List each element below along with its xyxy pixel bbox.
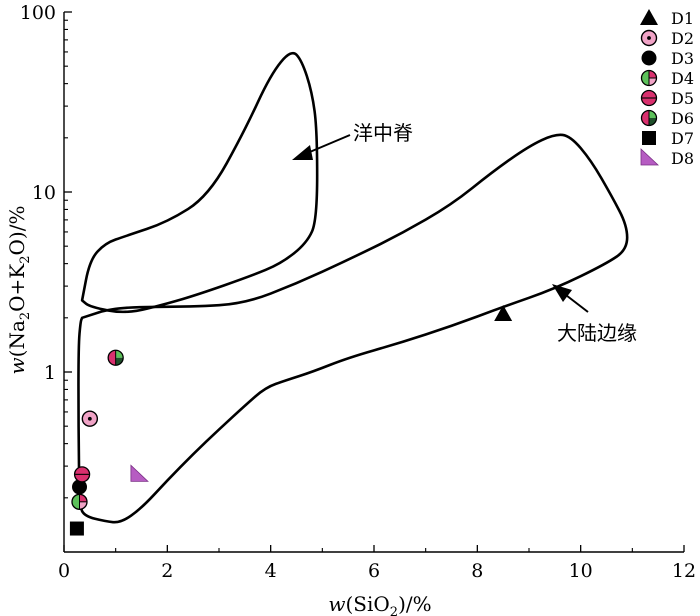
x-tick-label: 2 xyxy=(161,560,173,582)
data-point-d2 xyxy=(81,410,99,427)
region-label-continental-margin: 大陆边缘 xyxy=(557,321,637,345)
y-axis-title-mid: O+K xyxy=(5,263,29,312)
data-point-d5 xyxy=(73,466,91,483)
axes-layer: 0 2 4 6 8 10 12 1 10 100 xyxy=(20,2,696,582)
region-pointer-head-2 xyxy=(552,284,572,302)
axis-titles: w(SiO2)/% w(Na2O+K2O)/% xyxy=(5,206,432,616)
legend-label-d4: D4 xyxy=(671,69,694,88)
legend-label-d3: D3 xyxy=(671,49,694,68)
y-axis-title-italic: w xyxy=(5,357,29,374)
region-pointer-line-1 xyxy=(304,134,351,155)
legend-marker-d5 xyxy=(640,89,658,107)
y-axis-title: w(Na2O+K2O)/% xyxy=(5,206,33,375)
region-pointer-head-1 xyxy=(292,145,313,160)
legend-label-d1: D1 xyxy=(671,9,694,28)
x-axis-title-tail: )/% xyxy=(398,592,432,616)
region-label-mid-ocean-ridge: 洋中脊 xyxy=(353,121,413,145)
x-tick-label: 4 xyxy=(265,560,277,582)
legend-marker-d7 xyxy=(642,131,656,145)
x-tick-label: 6 xyxy=(368,560,380,582)
legend-label-d8: D8 xyxy=(671,149,694,168)
y-tick-label: 10 xyxy=(32,182,56,204)
y-axis-title-sub2: 2 xyxy=(18,255,33,263)
legend-label-d2: D2 xyxy=(671,29,694,48)
legend-marker-d6 xyxy=(640,109,658,127)
legend-marker-d8 xyxy=(640,148,660,166)
x-axis-title-sub: 2 xyxy=(390,605,398,616)
y-axis-title-main: (Na xyxy=(5,320,29,357)
data-point-d3 xyxy=(72,479,87,495)
y-tick-label: 1 xyxy=(44,362,56,384)
x-axis-title-italic: w xyxy=(328,592,345,616)
x-tick-label: 8 xyxy=(471,560,483,582)
data-point-d1 xyxy=(494,305,513,322)
region-boundary-2 xyxy=(77,133,629,524)
points-layer xyxy=(69,305,513,536)
legend-marker-d4 xyxy=(640,69,658,87)
y-axis-title-tail: O)/% xyxy=(5,206,29,256)
x-tick-label: 12 xyxy=(672,560,696,582)
legend-marker-d2 xyxy=(640,29,658,47)
legend-label-d5: D5 xyxy=(671,89,694,108)
x-tick-label: 0 xyxy=(58,560,70,582)
x-tick-label: 10 xyxy=(569,560,593,582)
y-axis-title-sub1: 2 xyxy=(18,312,33,320)
legend-label-d7: D7 xyxy=(671,129,694,148)
data-point-d4 xyxy=(71,493,88,510)
data-point-d8 xyxy=(130,464,149,482)
x-axis-title-main: (SiO xyxy=(346,592,390,616)
x-axis-title: w(SiO2)/% xyxy=(328,592,431,616)
region-boundary-1 xyxy=(80,51,319,314)
annotations-layer: 洋中脊 大陆边缘 xyxy=(292,121,637,345)
y-tick-label: 100 xyxy=(20,2,56,24)
legend-marker-d1 xyxy=(640,9,658,25)
data-point-d7 xyxy=(69,521,84,536)
legend-label-d6: D6 xyxy=(671,109,694,128)
data-point-d6 xyxy=(107,349,124,366)
legend-marker-d3 xyxy=(641,50,657,66)
region-layer xyxy=(77,51,629,524)
